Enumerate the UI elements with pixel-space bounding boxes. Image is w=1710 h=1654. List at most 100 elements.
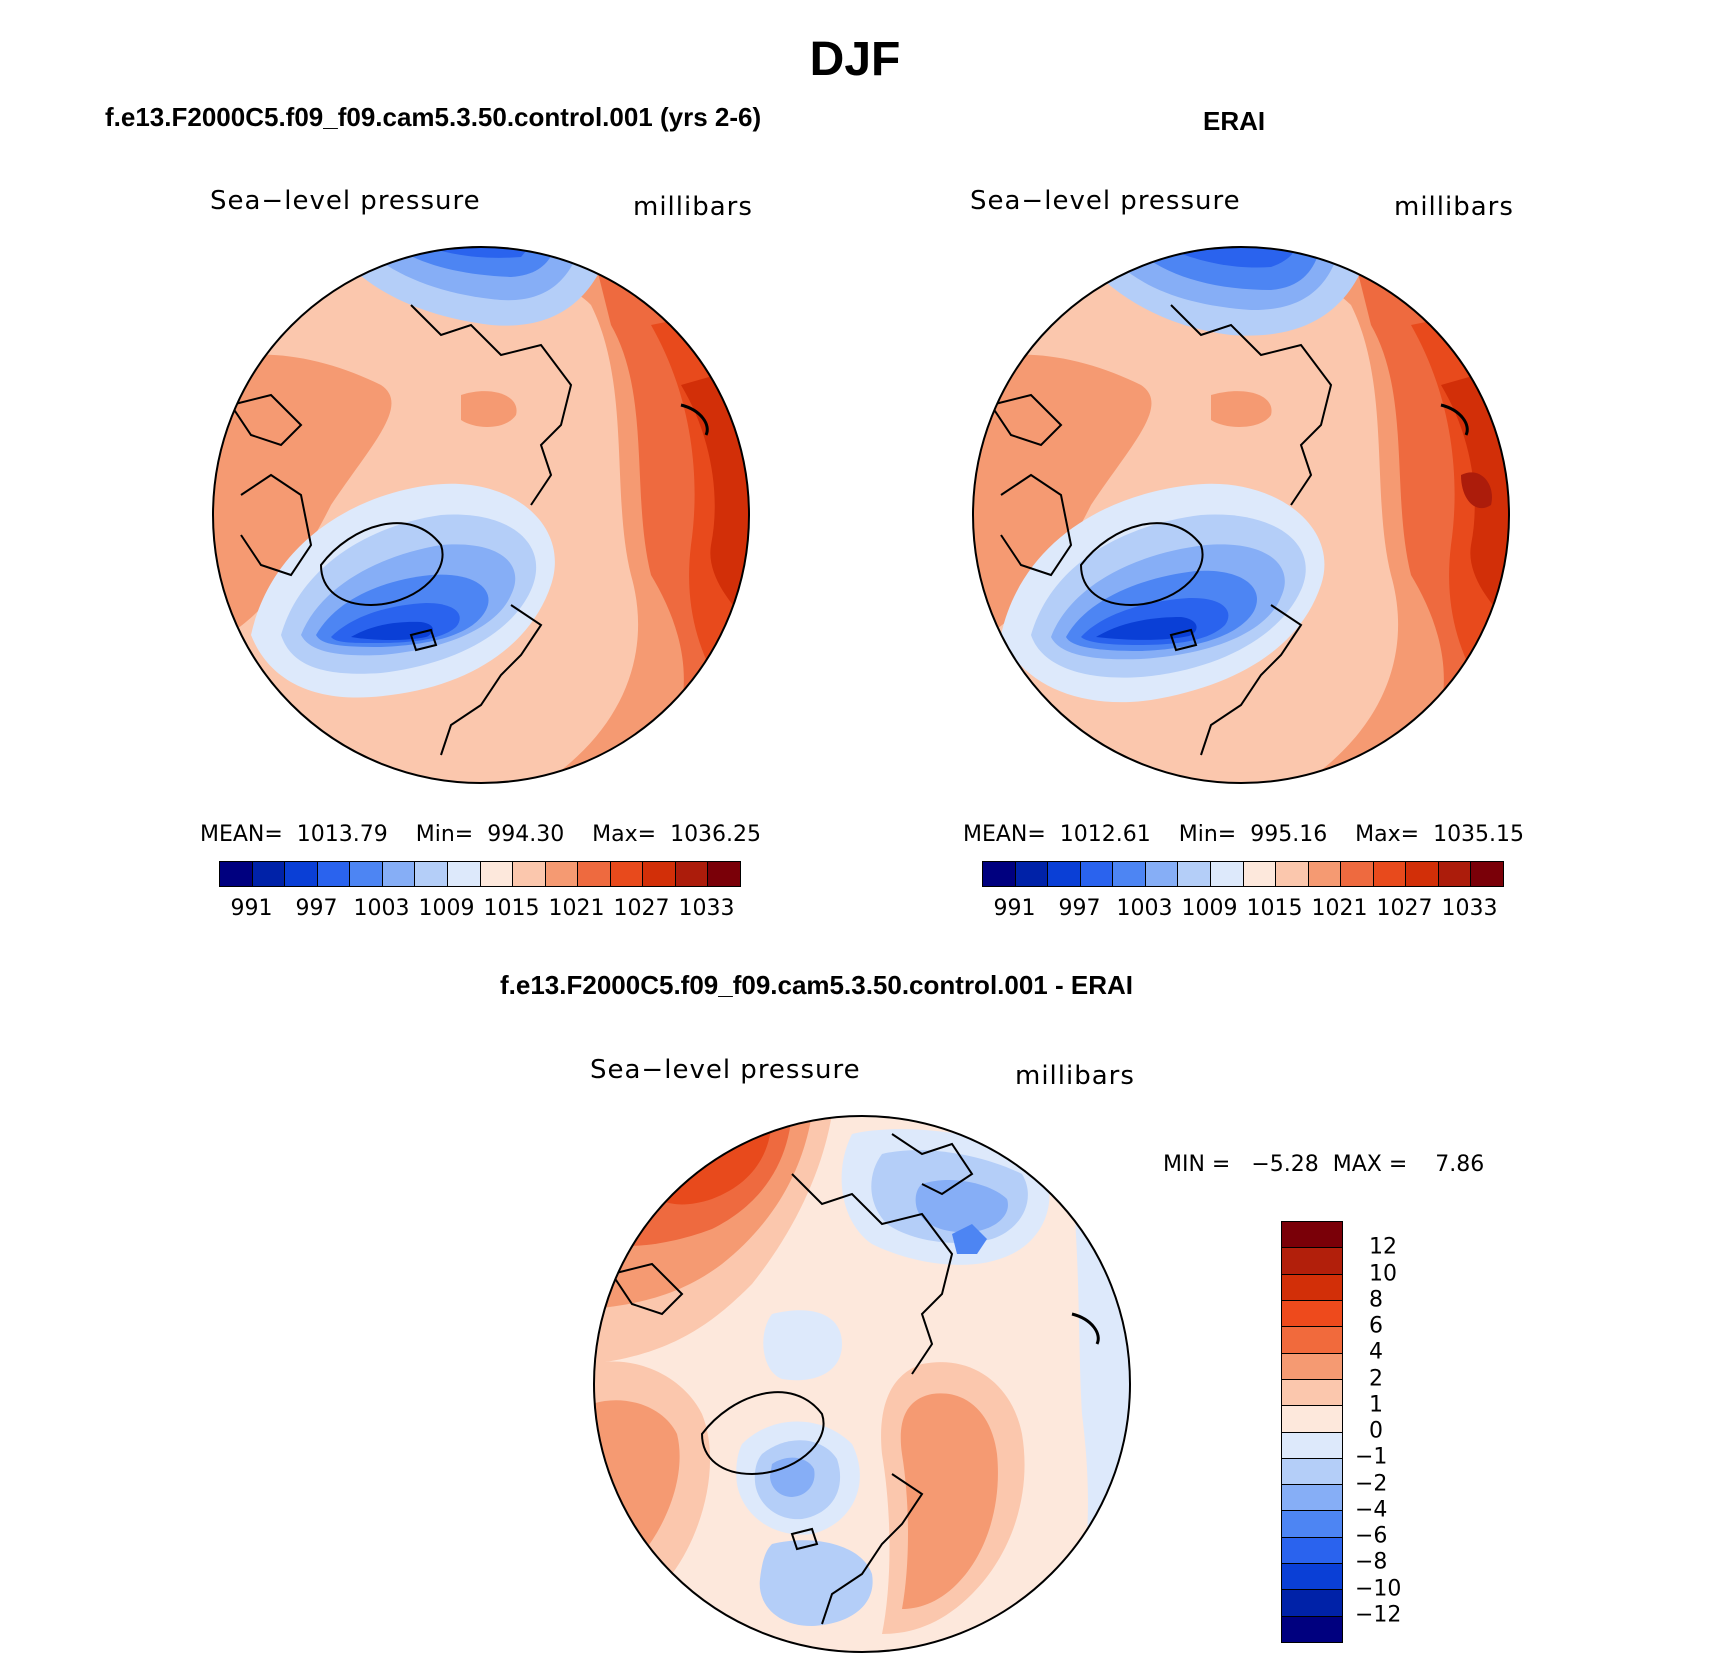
panel-1-variable-label: Sea−level pressure <box>210 186 481 216</box>
colorbar-swatch <box>1282 1537 1342 1565</box>
colorbar-tick-label: −4 <box>1355 1497 1388 1523</box>
panel-2-stats: MEAN= 1012.61 Min= 995.16 Max= 1035.15 <box>963 822 1525 847</box>
colorbar-tick-label: 0 <box>1369 1418 1383 1444</box>
colorbar-swatch <box>1438 862 1472 886</box>
colorbar-swatch <box>675 862 709 886</box>
colorbar-tick-label: 1033 <box>1441 896 1498 921</box>
panel-1-stats: MEAN= 1013.79 Min= 994.30 Max= 1036.25 <box>200 822 762 847</box>
colorbar-swatch <box>1282 1511 1342 1538</box>
colorbar-swatch <box>220 862 253 886</box>
colorbar-swatch <box>252 862 286 886</box>
panel-1-colorbar <box>219 861 741 887</box>
colorbar-tick-label: 997 <box>1058 896 1101 921</box>
colorbar-swatch <box>382 862 416 886</box>
colorbar-swatch <box>1282 1458 1342 1486</box>
colorbar-swatch <box>1282 1248 1342 1275</box>
figure-title: DJF <box>809 33 901 86</box>
colorbar-swatch <box>1406 862 1439 886</box>
panel-1-polar-map <box>212 246 750 784</box>
colorbar-swatch <box>1282 1222 1342 1249</box>
colorbar-tick-label: 1009 <box>418 896 475 921</box>
colorbar-swatch <box>1282 1616 1342 1642</box>
colorbar-swatch <box>643 862 676 886</box>
colorbar-tick-label: 2 <box>1369 1366 1383 1391</box>
colorbar-tick-label: 1027 <box>1376 896 1433 921</box>
panel-2-variable-label: Sea−level pressure <box>970 186 1241 216</box>
colorbar-swatch <box>1282 1274 1342 1301</box>
colorbar-swatch <box>1282 1432 1342 1459</box>
colorbar-swatch <box>317 862 351 886</box>
colorbar-tick-label: 12 <box>1369 1234 1397 1260</box>
panel-2-title: ERAI <box>1203 106 1266 136</box>
panel-3-variable-label: Sea−level pressure <box>590 1055 861 1085</box>
colorbar-swatch <box>285 862 318 886</box>
colorbar-tick-label: 1021 <box>548 896 605 921</box>
colorbar-tick-label: 6 <box>1369 1313 1383 1339</box>
panel-2-colorbar <box>982 861 1504 887</box>
colorbar-swatch <box>350 862 383 886</box>
colorbar-swatch <box>480 862 514 886</box>
panel-3-stats: MIN = −5.28 MAX = 7.86 <box>1163 1152 1485 1177</box>
colorbar-swatch <box>415 862 448 886</box>
colorbar-swatch <box>578 862 611 886</box>
colorbar-swatch <box>1113 862 1146 886</box>
colorbar-swatch <box>1308 862 1342 886</box>
colorbar-tick-label: 1003 <box>1116 896 1173 921</box>
colorbar-swatch <box>1341 862 1374 886</box>
colorbar-tick-label: −10 <box>1355 1576 1402 1601</box>
colorbar-swatch <box>1282 1590 1342 1617</box>
colorbar-swatch <box>447 862 481 886</box>
colorbar-tick-label: −1 <box>1355 1444 1388 1470</box>
colorbar-tick-label: 1027 <box>613 896 670 921</box>
colorbar-swatch <box>1282 1353 1342 1380</box>
colorbar-tick-label: −2 <box>1355 1471 1388 1496</box>
colorbar-tick-label: 991 <box>230 896 273 921</box>
colorbar-swatch <box>545 862 579 886</box>
colorbar-swatch <box>983 862 1016 886</box>
colorbar-swatch <box>1282 1485 1342 1512</box>
colorbar-tick-label: 10 <box>1369 1261 1397 1286</box>
colorbar-tick-label: 1021 <box>1311 896 1368 921</box>
colorbar-tick-label: 1009 <box>1181 896 1238 921</box>
panel-3-units-label: millibars <box>1015 1061 1135 1091</box>
colorbar-swatch <box>1080 862 1114 886</box>
colorbar-swatch <box>1178 862 1211 886</box>
colorbar-tick-label: 1033 <box>678 896 735 921</box>
colorbar-tick-label: −6 <box>1355 1523 1388 1549</box>
panel-3-colorbar-labels: 12 10 8 6 4 2 1 0 −1 −2 −4 −6 −8 −10 −12 <box>1355 1221 1435 1641</box>
colorbar-swatch <box>1282 1300 1342 1328</box>
colorbar-swatch <box>1048 862 1081 886</box>
colorbar-swatch <box>1210 862 1244 886</box>
panel-3-difference-polar-map <box>593 1115 1131 1653</box>
colorbar-swatch <box>1276 862 1309 886</box>
colorbar-tick-label: 1003 <box>353 896 410 921</box>
colorbar-swatch <box>1145 862 1179 886</box>
colorbar-swatch <box>1282 1327 1342 1354</box>
colorbar-tick-label: 1 <box>1369 1392 1383 1418</box>
panel-1-title: f.e13.F2000C5.f09_f09.cam5.3.50.control.… <box>105 102 762 132</box>
panel-2-units-label: millibars <box>1394 192 1514 222</box>
colorbar-swatch <box>1243 862 1277 886</box>
colorbar-swatch <box>1015 862 1049 886</box>
panel-3-colorbar <box>1281 1221 1343 1643</box>
colorbar-swatch <box>708 862 740 886</box>
colorbar-tick-label: 4 <box>1369 1339 1383 1365</box>
panel-2-polar-map <box>972 246 1510 784</box>
colorbar-tick-label: 997 <box>295 896 338 921</box>
colorbar-swatch <box>1373 862 1407 886</box>
colorbar-tick-label: −12 <box>1355 1602 1402 1628</box>
colorbar-swatch <box>1471 862 1503 886</box>
colorbar-swatch <box>1282 1564 1342 1591</box>
panel-1-units-label: millibars <box>633 192 753 222</box>
colorbar-tick-label: 1015 <box>483 896 540 921</box>
panel-3-title: f.e13.F2000C5.f09_f09.cam5.3.50.control.… <box>500 970 1133 1000</box>
colorbar-tick-label: −8 <box>1355 1549 1388 1575</box>
colorbar-swatch <box>1282 1379 1342 1407</box>
colorbar-tick-label: 8 <box>1369 1287 1383 1313</box>
colorbar-tick-label: 991 <box>993 896 1036 921</box>
panel-1-colorbar-labels: 991 997 1003 1009 1015 1021 1027 1033 <box>219 896 739 924</box>
colorbar-tick-label: 1015 <box>1246 896 1303 921</box>
colorbar-swatch <box>513 862 546 886</box>
panel-2-colorbar-labels: 991 997 1003 1009 1015 1021 1027 1033 <box>982 896 1502 924</box>
colorbar-swatch <box>1282 1406 1342 1433</box>
